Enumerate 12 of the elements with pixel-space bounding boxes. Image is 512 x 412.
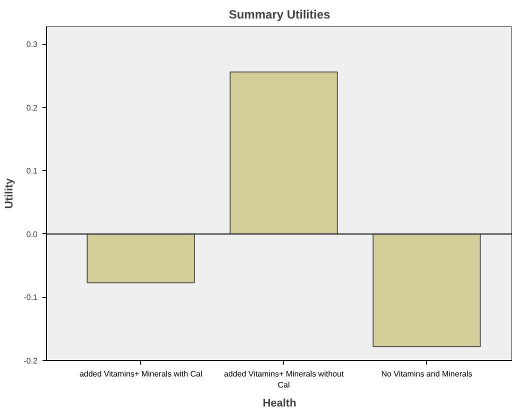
y-tick-label: 0.1 [26, 166, 38, 176]
chart-title: Summary Utilities [228, 8, 331, 22]
y-tick-label: 0.2 [26, 103, 38, 112]
y-axis-title: Utility [4, 177, 16, 209]
x-tick-label: No Vitamins and Minerals [381, 370, 472, 378]
y-tick-label: -0.1 [24, 293, 38, 302]
y-tick-label: 0.0 [26, 230, 38, 239]
y-tick-label: -0.2 [24, 356, 38, 366]
x-tick-label: added Vitamins+ Minerals without Cal [224, 370, 344, 390]
x-axis-title: Health [262, 397, 297, 410]
y-tick-label: 0.3 [26, 40, 38, 50]
x-tick-label: added Vitamins+ Minerals with Cal [79, 370, 202, 378]
